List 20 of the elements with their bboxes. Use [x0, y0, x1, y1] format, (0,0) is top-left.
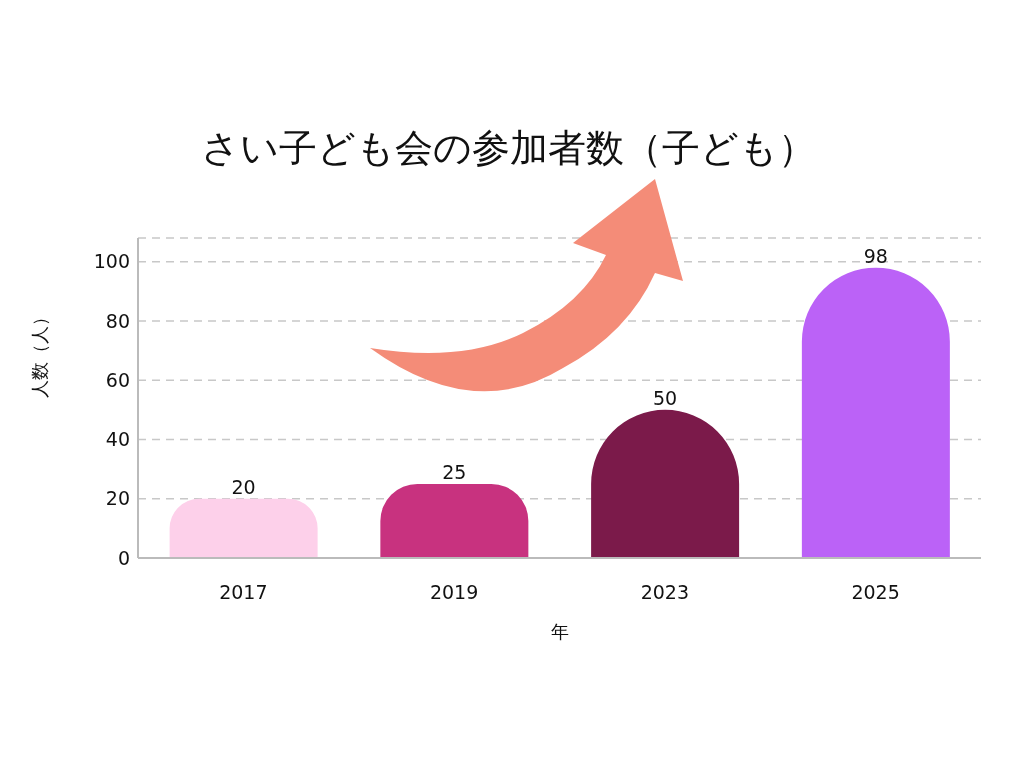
- bar: [801, 267, 950, 558]
- x-tick-label: 2025: [851, 581, 900, 604]
- x-tick-label: 2019: [429, 581, 479, 604]
- bar: [380, 483, 529, 558]
- data-label: 25: [442, 460, 467, 483]
- x-tick-label: 2023: [640, 581, 690, 604]
- y-axis-title: 人数（人）: [29, 308, 51, 398]
- y-tick-label: 60: [105, 368, 130, 391]
- y-tick-label: 0: [117, 546, 130, 569]
- y-tick-label: 80: [105, 309, 130, 332]
- x-tick-label: 2017: [219, 581, 268, 604]
- data-label: 50: [653, 386, 678, 409]
- y-tick-label: 100: [93, 250, 130, 273]
- data-label: 20: [231, 475, 256, 498]
- x-axis-title: 年: [550, 621, 569, 642]
- chart-title: さい子ども会の参加者数（子ども）: [199, 125, 817, 172]
- data-label: 98: [863, 244, 888, 267]
- bar: [169, 498, 318, 558]
- y-tick-label: 40: [105, 428, 130, 451]
- y-tick-label: 20: [105, 487, 130, 510]
